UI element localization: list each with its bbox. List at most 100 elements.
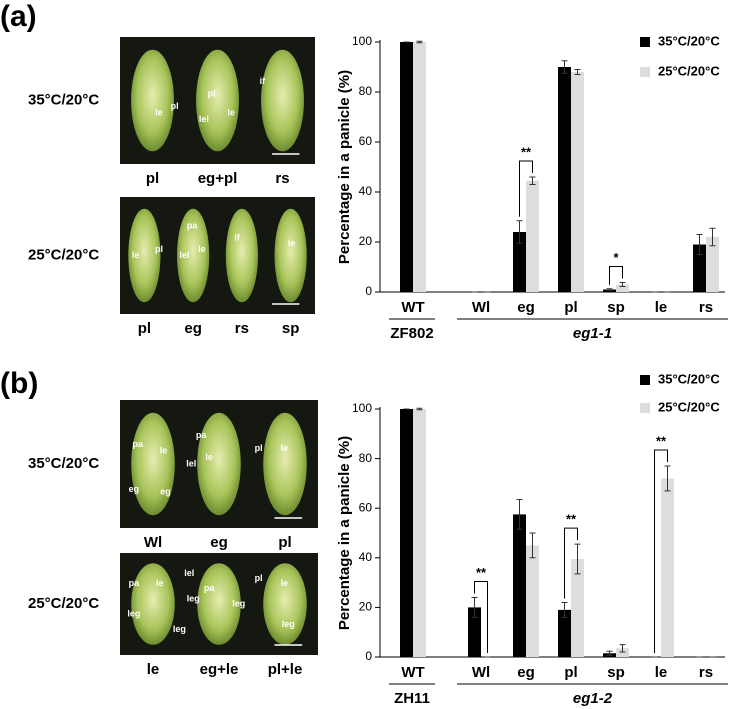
- panel-label: (b): [0, 367, 38, 400]
- photo-annotation: pl: [171, 101, 179, 111]
- y-tick-label: 0: [365, 649, 372, 663]
- error-bar: [561, 60, 568, 74]
- error-bar: [619, 644, 626, 653]
- photo-annotation: le: [160, 446, 168, 456]
- photo-label: pl: [278, 534, 291, 551]
- photo-annotation: leg: [173, 624, 186, 634]
- bar: [571, 72, 584, 292]
- grain: [197, 563, 241, 645]
- grain: [261, 49, 304, 152]
- photo-annotation: le: [132, 250, 140, 260]
- photo-annotation: le: [205, 452, 213, 462]
- photo-annotation: le: [156, 578, 164, 588]
- y-tick-label: 0: [365, 284, 372, 298]
- y-tick-label: 20: [359, 600, 373, 614]
- photo-label: le: [147, 661, 160, 678]
- legend-label: 35°C/20°C: [658, 371, 720, 386]
- significance-label: *: [613, 250, 619, 265]
- significance-label: **: [521, 144, 532, 159]
- photo-annotation: pl: [155, 244, 163, 254]
- grain: [131, 412, 175, 516]
- photo-label: eg+le: [200, 661, 239, 678]
- error-bar: [606, 650, 613, 656]
- y-tick-label: 40: [359, 550, 373, 564]
- x-tick-label: pl: [564, 299, 577, 316]
- significance-bracket: [654, 449, 668, 653]
- y-tick-label: 100: [352, 401, 372, 415]
- y-tick-label: 80: [359, 84, 373, 98]
- photo-annotation: le: [281, 578, 289, 588]
- significance-label: **: [656, 433, 667, 448]
- y-tick-label: 60: [359, 134, 373, 148]
- bar: [571, 559, 584, 657]
- error-bar: [471, 596, 478, 618]
- condition-label: 25°C/20°C: [28, 595, 99, 612]
- x-tick-label: Wl: [472, 299, 490, 316]
- y-tick-label: 20: [359, 234, 373, 248]
- photo-annotation: le: [198, 244, 206, 254]
- grain: [274, 208, 307, 303]
- panel-label: (a): [0, 0, 37, 33]
- error-bar: [696, 234, 703, 255]
- photo-annotation: pl: [208, 89, 216, 99]
- group-label: ZH11: [394, 690, 430, 707]
- photo-annotation: le: [281, 443, 289, 453]
- significance-label: **: [476, 565, 487, 580]
- photo-label: sp: [282, 320, 300, 337]
- legend-swatch: [640, 403, 650, 413]
- x-tick-label: eg: [517, 664, 535, 681]
- photo-annotation: leg: [282, 619, 295, 629]
- bar: [513, 232, 526, 292]
- bar: [413, 42, 426, 292]
- photo-annotation: leg: [187, 593, 200, 603]
- y-tick-label: 80: [359, 451, 373, 465]
- x-tick-label: rs: [699, 664, 713, 681]
- y-axis-label: Percentage in a panicle (%): [336, 70, 353, 264]
- grain: [263, 563, 307, 645]
- legend-label: 25°C/20°C: [658, 399, 720, 414]
- legend-label: 35°C/20°C: [658, 33, 720, 48]
- y-axis-label: Percentage in a panicle (%): [336, 436, 353, 630]
- bar: [526, 545, 539, 657]
- photo-annotation: if: [260, 76, 267, 86]
- photo-annotation: pa: [129, 578, 140, 588]
- bar: [526, 180, 539, 292]
- photo-annotation: pl: [255, 573, 263, 583]
- significance-bracket: [564, 527, 578, 599]
- grain: [225, 208, 258, 303]
- error-bar: [416, 407, 423, 411]
- photo-annotation: lel: [184, 568, 194, 578]
- photo-label: eg: [210, 534, 228, 551]
- photo-annotation: le: [288, 238, 296, 248]
- photo-annotation: if: [234, 232, 241, 242]
- y-tick-label: 40: [359, 184, 373, 198]
- grain: [131, 49, 174, 152]
- significance-bracket: [474, 580, 488, 653]
- grain: [263, 412, 307, 516]
- error-bar: [529, 532, 536, 559]
- condition-label: 35°C/20°C: [28, 455, 99, 472]
- legend-label: 25°C/20°C: [658, 63, 720, 78]
- photo-annotation: pl: [255, 443, 263, 453]
- significance-bracket: [519, 160, 533, 217]
- bar: [400, 42, 413, 292]
- photo-annotation: lel: [179, 250, 189, 260]
- grain: [131, 563, 175, 645]
- x-tick-label: le: [655, 664, 668, 681]
- x-tick-label: eg: [517, 299, 535, 316]
- photo-annotation: eg: [160, 487, 171, 497]
- condition-label: 35°C/20°C: [28, 91, 99, 108]
- error-bar: [606, 288, 613, 291]
- photo-annotation: lel: [199, 114, 209, 124]
- x-tick-label: Wl: [472, 664, 490, 681]
- group-label: eg1-2: [573, 690, 613, 707]
- photo-label: eg+pl: [198, 170, 238, 187]
- photo-label: pl: [146, 170, 159, 187]
- photo-annotation: pa: [204, 583, 215, 593]
- x-tick-label: WT: [401, 299, 424, 316]
- bar: [400, 409, 413, 657]
- error-bar: [574, 543, 581, 575]
- x-tick-label: WT: [401, 664, 424, 681]
- photo-annotation: pa: [187, 221, 198, 231]
